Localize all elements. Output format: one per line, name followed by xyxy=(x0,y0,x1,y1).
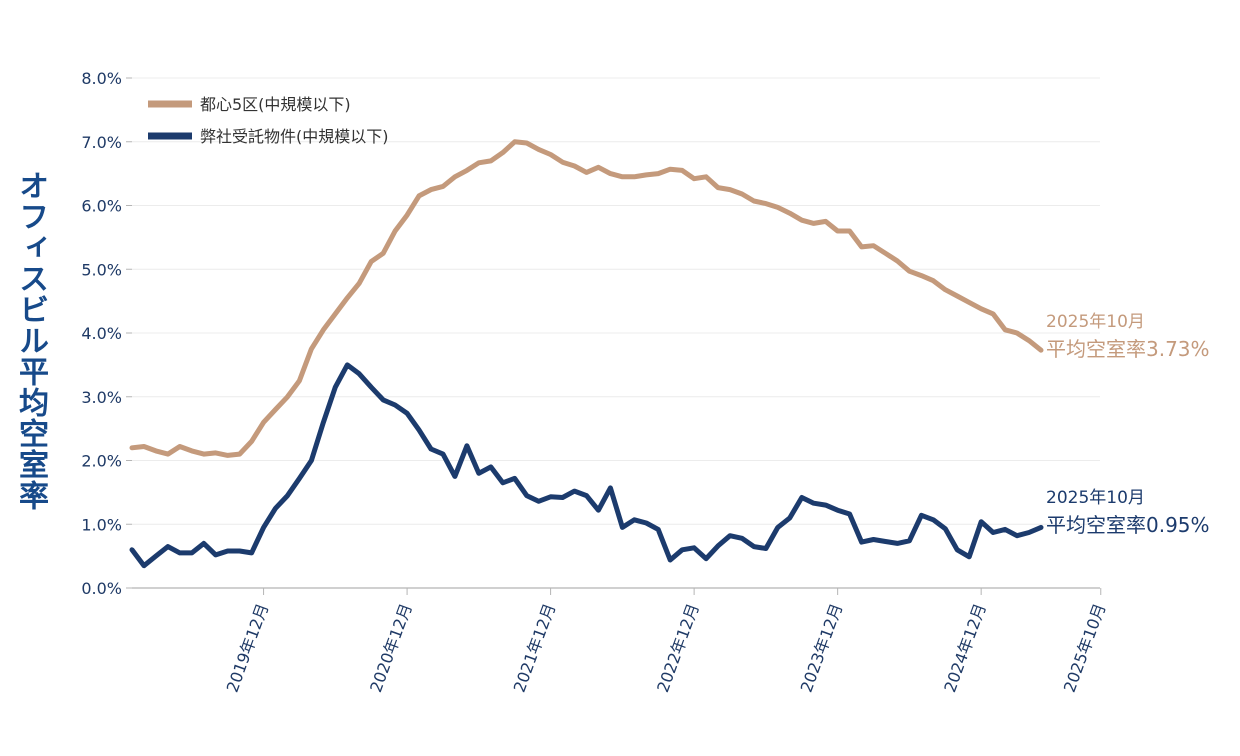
y-tick-label: 0.0% xyxy=(81,579,122,598)
y-tick-label: 4.0% xyxy=(81,324,122,343)
x-tick-label: 2019年12月 xyxy=(223,601,273,695)
gridlines xyxy=(132,77,1100,525)
x-axis: 2019年12月 2020年12月 2021年12月 2022年12月 2023年12月… xyxy=(132,587,1110,695)
legend-label-company: 弊社受託物件(中規模以下) xyxy=(200,127,389,146)
annotation-tokyo5: 2025年10月 平均空室率3.73% xyxy=(1046,312,1210,361)
y-tick-label: 8.0% xyxy=(81,69,122,88)
annotation-tokyo5-value: 平均空室率3.73% xyxy=(1046,337,1210,361)
annotation-company-value: 平均空室率0.95% xyxy=(1046,513,1210,537)
x-tick-label: 2021年12月 xyxy=(510,601,560,695)
annotation-company-date: 2025年10月 xyxy=(1046,488,1145,508)
x-tick-label: 2024年12月 xyxy=(940,601,990,695)
annotation-tokyo5-date: 2025年10月 xyxy=(1046,312,1145,332)
y-tick-label: 7.0% xyxy=(81,133,122,152)
y-axis-label: オフィスビル平均空室率 xyxy=(13,170,48,511)
x-tick-label: 2020年12月 xyxy=(366,601,416,695)
legend: 都心5区(中規模以下) 弊社受託物件(中規模以下) xyxy=(148,95,389,146)
y-axis-ticks: 0.0% 1.0% 2.0% 3.0% 4.0% 5.0% 6.0% 7.0% 8.0% xyxy=(81,69,132,598)
x-tick-label: 2023年12月 xyxy=(797,601,847,695)
x-tick-label: 2022年12月 xyxy=(653,601,703,695)
y-tick-label: 2.0% xyxy=(81,452,122,471)
y-tick-label: 3.0% xyxy=(81,388,122,407)
series-line-1 xyxy=(129,362,1044,569)
x-tick-label: 2025年10月 xyxy=(1060,601,1110,695)
y-tick-label: 5.0% xyxy=(81,260,122,279)
y-tick-label: 1.0% xyxy=(81,515,122,534)
series-lines xyxy=(129,139,1044,569)
annotation-company: 2025年10月 平均空室率0.95% xyxy=(1046,488,1210,537)
y-tick-label: 6.0% xyxy=(81,197,122,216)
series-line-0 xyxy=(129,139,1044,458)
legend-label-tokyo5: 都心5区(中規模以下) xyxy=(200,95,351,114)
